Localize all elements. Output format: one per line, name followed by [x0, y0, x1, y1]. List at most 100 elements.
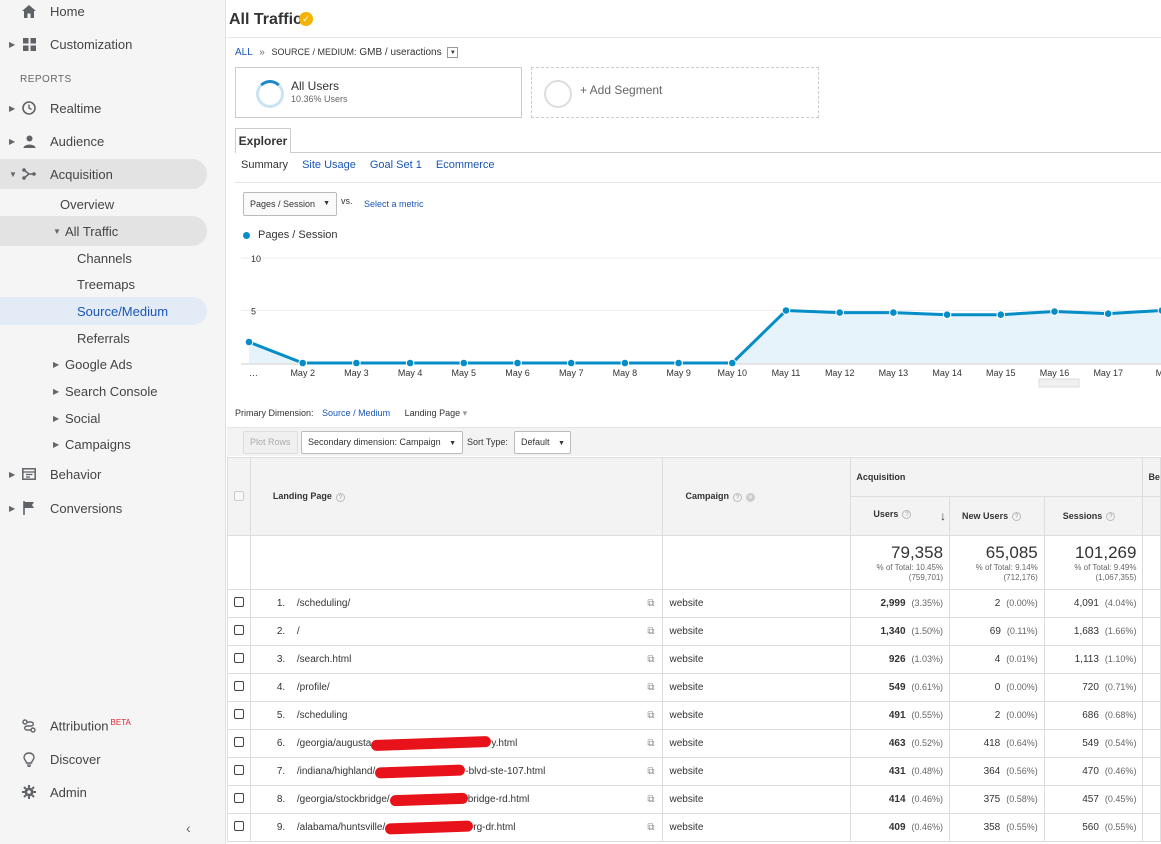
table-row[interactable]: 2. / ⧉ website 1,340 (1.50%) 69 (0.11%) 1,683 (1.…: [227, 617, 1161, 646]
landing-page-link[interactable]: /alabama/huntsville/rg-dr.html: [297, 820, 515, 835]
subtab-summary[interactable]: Summary: [241, 159, 289, 171]
popout-icon[interactable]: ⧉: [647, 765, 655, 777]
row-checkbox[interactable]: [233, 625, 244, 635]
collapse-sidebar-button[interactable]: ‹: [186, 820, 191, 836]
nav-attribution[interactable]: Attribution BETA: [0, 711, 226, 741]
table-row[interactable]: 3. /search.html ⧉ website 926 (1.03%) 4 (0.01%)…: [227, 645, 1161, 674]
row-checkbox[interactable]: [233, 765, 244, 775]
help-icon[interactable]: ?: [902, 510, 912, 520]
popout-icon[interactable]: ⧉: [647, 598, 655, 609]
nav-channels[interactable]: Channels: [0, 243, 226, 273]
nav-social[interactable]: ▶ Social: [0, 403, 226, 433]
popout-icon[interactable]: ⧉: [647, 821, 655, 833]
help-icon[interactable]: ?: [1106, 512, 1116, 522]
landing-page-link[interactable]: /indiana/highland/ -blvd-ste-107.html: [297, 764, 545, 779]
add-segment-button[interactable]: + Add Segment: [531, 67, 819, 118]
segment-percent: 10.36% Users: [291, 94, 348, 104]
subtab-goal-set-1[interactable]: Goal Set 1: [369, 159, 422, 171]
nav-conversions[interactable]: ▶ Conversions: [0, 493, 226, 523]
landing-page-link[interactable]: /scheduling: [297, 710, 348, 721]
popout-icon[interactable]: ⧉: [647, 737, 655, 749]
help-icon[interactable]: ?: [1012, 512, 1022, 522]
dimension-landing-page[interactable]: Landing Page: [404, 408, 461, 418]
subtab-ecommerce[interactable]: Ecommerce: [435, 159, 495, 171]
sessions-pct: (0.68%): [1104, 710, 1137, 720]
breadcrumb-all-link[interactable]: ALL: [235, 47, 253, 59]
nav-admin[interactable]: Admin: [0, 777, 226, 807]
landing-page-link[interactable]: /profile/: [297, 682, 330, 693]
popout-icon[interactable]: ⧉: [647, 710, 655, 721]
row-checkbox[interactable]: [233, 709, 244, 719]
nav-referrals[interactable]: Referrals: [0, 323, 226, 353]
col-sessions-header[interactable]: Sessions?: [1043, 496, 1144, 536]
landing-page-link[interactable]: /georgia/augusta y.html: [297, 735, 518, 752]
help-icon[interactable]: ?: [335, 492, 345, 502]
metric-dropdown[interactable]: Pages / Session ▼: [243, 192, 337, 216]
landing-page-path-suffix: y.html: [491, 738, 518, 750]
nav-google-ads-label: Google Ads: [65, 356, 133, 372]
col-users-header[interactable]: Users? ↓: [850, 496, 951, 536]
row-index: 7.: [276, 766, 286, 778]
nav-realtime[interactable]: ▶ Realtime: [0, 93, 226, 123]
col-landing-page-header[interactable]: Landing Page?: [249, 457, 664, 536]
sessions-cell: 4,091 (4.04%): [1043, 589, 1144, 618]
row-checkbox[interactable]: [233, 653, 244, 663]
subtab-site-usage[interactable]: Site Usage: [302, 159, 356, 171]
col-new-users-header[interactable]: New Users?: [949, 496, 1045, 536]
select-all-checkbox[interactable]: [233, 490, 244, 501]
table-row[interactable]: 1. /scheduling/ ⧉ website 2,999 (3.35%) 2 (0.00…: [227, 589, 1161, 618]
row-checkbox[interactable]: [233, 597, 244, 607]
help-icon[interactable]: ?: [732, 492, 742, 502]
landing-page-link[interactable]: /: [297, 626, 300, 637]
row-checkbox[interactable]: [233, 793, 244, 803]
chart-expand-handle: [1038, 378, 1080, 388]
popout-icon[interactable]: ⧉: [647, 682, 655, 693]
table-row[interactable]: 6. /georgia/augusta y.html ⧉ website 463 (0.52…: [227, 729, 1161, 758]
landing-page-link[interactable]: /search.html: [297, 654, 351, 665]
popout-icon[interactable]: ⧉: [647, 793, 655, 805]
segment-all-users[interactable]: All Users 10.36% Users: [235, 67, 522, 118]
nav-all-traffic[interactable]: ▼ All Traffic: [0, 216, 207, 246]
select-metric-link[interactable]: Select a metric: [364, 199, 424, 209]
secondary-dimension-dropdown[interactable]: Secondary dimension: Campaign ▼: [301, 431, 463, 454]
sessions-cell: 470 (0.46%): [1043, 757, 1144, 786]
row-checkbox[interactable]: [233, 737, 244, 747]
col-campaign-header[interactable]: Campaign? ✕: [662, 457, 852, 536]
tab-explorer[interactable]: Explorer: [235, 128, 291, 153]
table-row[interactable]: 7. /indiana/highland/ -blvd-ste-107.html ⧉ w…: [227, 757, 1161, 786]
remove-dimension-icon[interactable]: ✕: [745, 492, 755, 502]
sort-arrow-icon: ↓: [940, 509, 947, 523]
plot-rows-button[interactable]: Plot Rows: [243, 431, 298, 454]
dimension-source-medium-link[interactable]: Source / Medium: [322, 408, 391, 418]
nav-behavior[interactable]: ▶ Behavior: [0, 459, 226, 489]
nav-acquisition[interactable]: ▼ Acquisition: [0, 159, 207, 189]
row-checkbox[interactable]: [233, 681, 244, 691]
nav-source-medium[interactable]: Source/Medium: [0, 297, 207, 325]
breadcrumb-dropdown-icon[interactable]: ▼: [447, 47, 459, 58]
nav-home[interactable]: Home: [0, 0, 226, 26]
popout-icon[interactable]: ⧉: [647, 654, 655, 665]
nav-overview[interactable]: Overview: [0, 189, 226, 219]
landing-page-link[interactable]: /scheduling/: [297, 598, 350, 609]
nav-google-ads[interactable]: ▶ Google Ads: [0, 349, 226, 379]
table-row[interactable]: 5. /scheduling ⧉ website 491 (0.55%) 2 (0.00%) 6…: [227, 701, 1161, 730]
nav-admin-label: Admin: [50, 784, 87, 800]
row-checkbox[interactable]: [233, 821, 244, 831]
landing-page-cell: 1. /scheduling/ ⧉: [249, 589, 664, 618]
nav-treemaps[interactable]: Treemaps: [0, 269, 226, 299]
popout-icon[interactable]: ⧉: [647, 626, 655, 637]
new-users-pct: (0.00%): [1006, 598, 1038, 608]
nav-discover[interactable]: Discover: [0, 744, 226, 774]
nav-audience[interactable]: ▶ Audience: [0, 126, 226, 156]
table-row[interactable]: 9. /alabama/huntsville/rg-dr.html ⧉ website…: [227, 813, 1161, 842]
sort-type-dropdown[interactable]: Default ▼: [514, 431, 571, 454]
landing-page-link[interactable]: /georgia/stockbridge/bridge-rd.html: [297, 792, 529, 807]
totals-blank: [1142, 535, 1161, 590]
users-cell: 491 (0.55%): [850, 701, 951, 730]
nav-campaigns[interactable]: ▶ Campaigns: [0, 429, 226, 459]
landing-page-header-label: Landing Page: [272, 491, 332, 502]
table-row[interactable]: 4. /profile/ ⧉ website 549 (0.61%) 0 (0.00%) 720…: [227, 673, 1161, 702]
nav-customization[interactable]: ▶ Customization: [0, 29, 226, 59]
nav-search-console[interactable]: ▶ Search Console: [0, 376, 226, 406]
table-row[interactable]: 8. /georgia/stockbridge/bridge-rd.html ⧉ we…: [227, 785, 1161, 814]
